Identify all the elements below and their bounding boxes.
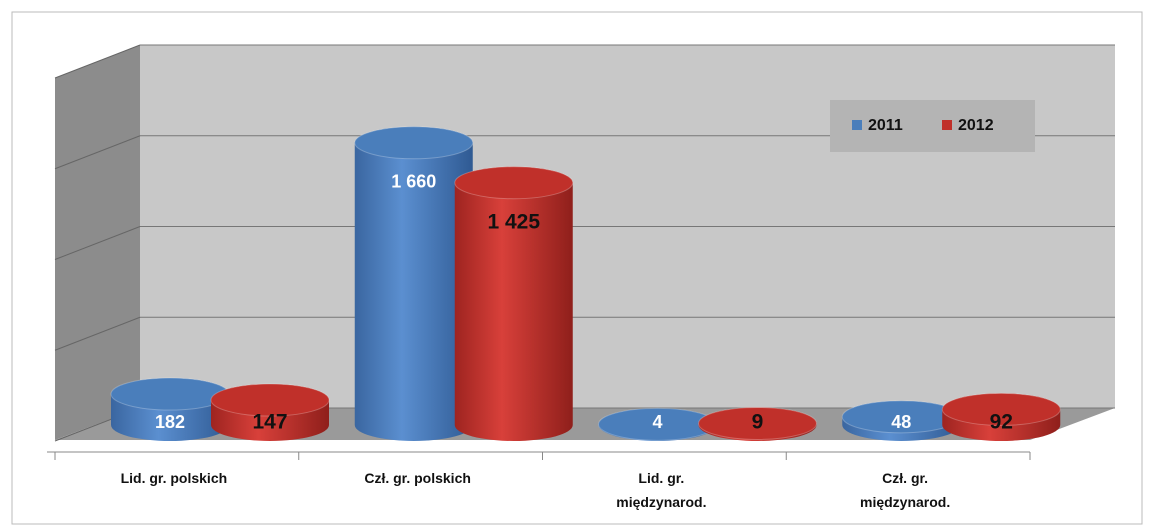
value-label: 48 <box>891 412 911 432</box>
grid-line <box>54 44 141 79</box>
cylinder-top <box>354 126 474 160</box>
cylinder <box>454 166 573 441</box>
cylinder-top <box>698 406 817 440</box>
cylinder-top <box>210 383 330 417</box>
value-label: 4 <box>652 412 662 432</box>
grid-line <box>54 226 141 260</box>
value-label: 9 <box>752 411 764 434</box>
legend-box <box>830 100 1035 152</box>
x-tick-label: Czł. gr. międzynarod. <box>860 470 951 510</box>
legend-swatch <box>942 120 952 130</box>
x-tick-label: Lid. gr. polskich <box>120 470 228 486</box>
grid-line <box>54 135 141 170</box>
value-label: 92 <box>990 411 1013 434</box>
value-label: 1 425 <box>487 210 540 233</box>
value-label: 182 <box>155 412 185 432</box>
value-label: 147 <box>252 411 287 434</box>
cylinder-top <box>454 166 574 200</box>
grid-line <box>54 316 141 351</box>
x-tick-label: Czł. gr. polskich <box>364 470 471 486</box>
cylinder-top <box>941 392 1061 426</box>
value-label: 1 660 <box>391 172 436 192</box>
legend-swatch <box>852 120 862 130</box>
cylinder <box>354 126 473 441</box>
legend-label: 2012 <box>958 117 994 134</box>
legend-label: 2011 <box>868 117 903 134</box>
x-tick-label: Lid. gr. międzynarod. <box>616 470 707 510</box>
